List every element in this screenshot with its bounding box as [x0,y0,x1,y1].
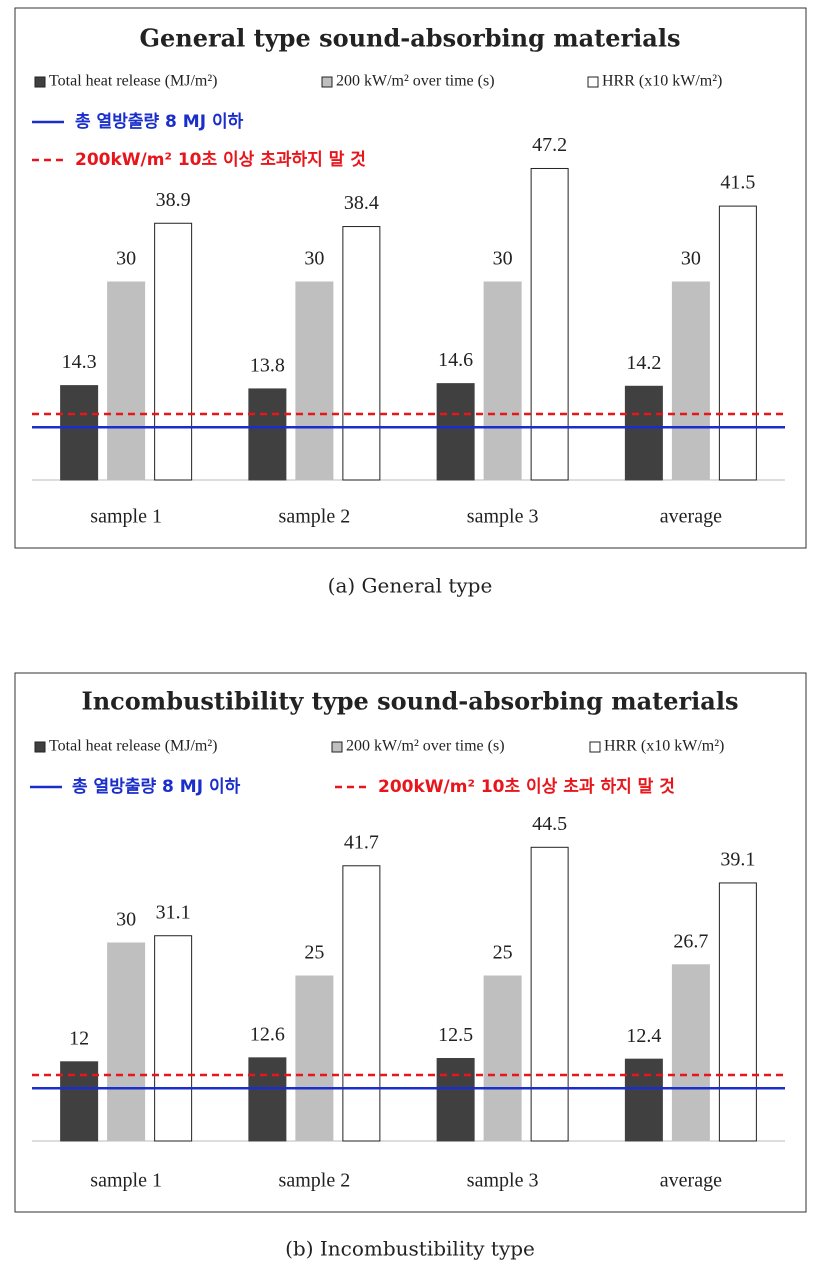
caption: (a) General type [328,574,493,598]
chart-frame [14,7,807,549]
value-label: 25 [304,942,324,964]
x-tick-label: sample 2 [279,1170,351,1192]
bar [248,1057,287,1142]
legend-marker [589,741,601,753]
x-tick-label: sample 2 [279,506,351,528]
value-label: 44.5 [532,813,567,835]
legend-marker [34,76,46,88]
annotation: 총 열방출량 8 MJ 이하 [72,777,241,797]
legend-marker [321,76,333,88]
legend-label: Total heat release (MJ/m²) [49,738,218,755]
legend-marker [331,741,343,753]
annotation: 200kW/m² 10초 이상 초과하지 말 것 [75,149,366,170]
value-label: 13.8 [250,355,285,377]
caption: (b) Incombustibility type [285,1237,535,1261]
value-label: 30 [681,248,701,270]
x-tick-label: sample 1 [90,506,162,528]
bar [295,975,334,1142]
value-label: 14.3 [62,351,97,373]
x-tick-label: average [660,506,722,528]
value-label: 25 [493,942,513,964]
value-label: 30 [116,248,136,270]
legend-label: 200 kW/m² over time (s) [346,738,505,755]
bar [436,1058,475,1142]
value-label: 38.9 [156,189,191,211]
value-label: 31.1 [156,901,191,923]
chart-title: Incombustibility type sound-absorbing ma… [82,687,739,716]
bar [483,281,522,481]
legend-label: HRR (x10 kW/m²) [602,73,722,90]
value-label: 12 [69,1027,89,1049]
bar [248,388,287,481]
value-label: 14.6 [438,349,473,371]
legend-label: Total heat release (MJ/m²) [49,73,218,90]
value-label: 30 [493,248,513,270]
value-label: 39.1 [720,849,755,871]
value-label: 41.7 [344,831,379,853]
bar [530,846,569,1142]
legend-label: 200 kW/m² over time (s) [336,73,495,90]
bar [107,281,146,481]
bar [295,281,334,481]
legend-label: HRR (x10 kW/m²) [604,738,724,755]
x-tick-label: sample 1 [90,1170,162,1192]
legend-marker [587,76,599,88]
bar [342,865,381,1142]
bar [342,226,381,481]
bar [154,222,193,481]
bar [624,1058,663,1142]
bar [436,383,475,481]
bar [671,964,710,1142]
bar [718,205,757,481]
bar [671,281,710,481]
value-label: 47.2 [532,134,567,156]
bar [60,1061,99,1142]
value-label: 30 [116,909,136,931]
value-label: 26.7 [673,930,708,952]
chart-frame [14,672,807,1213]
value-label: 14.2 [626,352,661,374]
x-tick-label: average [660,1170,722,1192]
bar [154,935,193,1142]
value-label: 12.6 [250,1023,285,1045]
value-label: 12.4 [626,1025,661,1047]
bar [530,167,569,481]
x-tick-label: sample 3 [467,1170,539,1192]
bar [624,385,663,481]
bar [107,942,146,1142]
annotation: 총 열방출량 8 MJ 이하 [75,112,244,132]
annotation: 200kW/m² 10초 이상 초과 하지 말 것 [378,776,675,797]
bar [60,385,99,481]
value-label: 30 [304,248,324,270]
value-label: 12.5 [438,1024,473,1046]
x-tick-label: sample 3 [467,506,539,528]
bar [718,882,757,1142]
value-label: 38.4 [344,192,379,214]
value-label: 41.5 [720,172,755,194]
legend-marker [34,741,46,753]
chart-title: General type sound-absorbing materials [140,24,681,53]
bar [483,975,522,1142]
